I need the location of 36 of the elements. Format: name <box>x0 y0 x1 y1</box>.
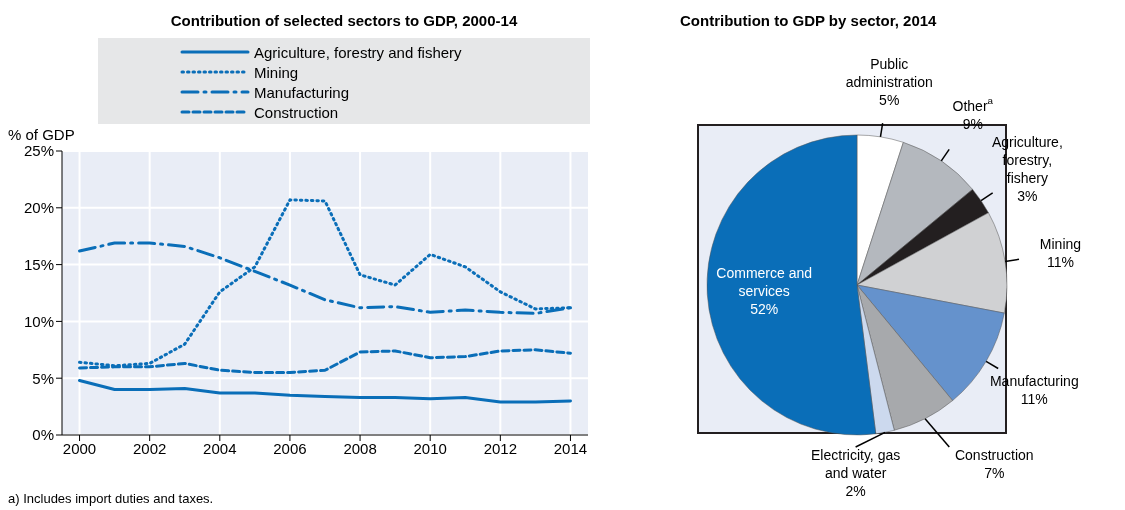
data-label: 11% <box>1046 253 1074 270</box>
y-tick-label: 10% <box>23 312 54 330</box>
y-tick-label: 5% <box>32 369 54 387</box>
x-tick-label: 2014 <box>553 439 588 457</box>
legend-label: Agriculture, forestry and fishery <box>254 43 462 61</box>
x-tick-label: 2002 <box>132 439 167 457</box>
legend-label: Manufacturing <box>254 83 350 101</box>
data-label: 52% <box>750 300 779 317</box>
x-tick-label: 2006 <box>273 439 307 457</box>
x-tick-label: 2000 <box>62 439 97 457</box>
x-tick-label: 2012 <box>483 439 518 457</box>
legend-label: Mining <box>254 63 299 81</box>
y-tick-label: 15% <box>23 255 54 273</box>
slice-label: Other$^{a}$ <box>952 94 994 114</box>
legend-label: Construction <box>254 103 339 121</box>
slice-label: Mining <box>1039 235 1082 252</box>
data-label: 5% <box>879 91 900 108</box>
x-tick-label: 2004 <box>203 439 237 457</box>
x-tick-label: 2008 <box>343 439 377 457</box>
text: a) Includes import duties and taxes. <box>8 491 214 506</box>
data-label: 11% <box>1020 390 1048 407</box>
slice-label: Commerce and services <box>716 264 813 299</box>
y-tick-label: 25% <box>23 142 54 160</box>
slice-label: Construction <box>954 447 1034 463</box>
x-tick-label: 2010 <box>413 439 447 457</box>
data-label: 3% <box>1017 188 1038 205</box>
chart-title: Contribution to GDP by sector, 2014 <box>680 12 937 29</box>
y-axis-title: % of GDP <box>8 126 75 143</box>
chart-title: Contribution of selected sectors to GDP, 2000-14 <box>169 12 519 29</box>
data-label: 7% <box>984 465 1005 481</box>
slice-label: Electricity, gas and water <box>811 447 901 481</box>
y-tick-label: 0% <box>32 426 54 444</box>
y-tick-label: 20% <box>23 199 54 217</box>
slice-label: Public administration <box>845 55 933 90</box>
line-series <box>78 378 572 404</box>
data-label: 2% <box>845 483 866 499</box>
